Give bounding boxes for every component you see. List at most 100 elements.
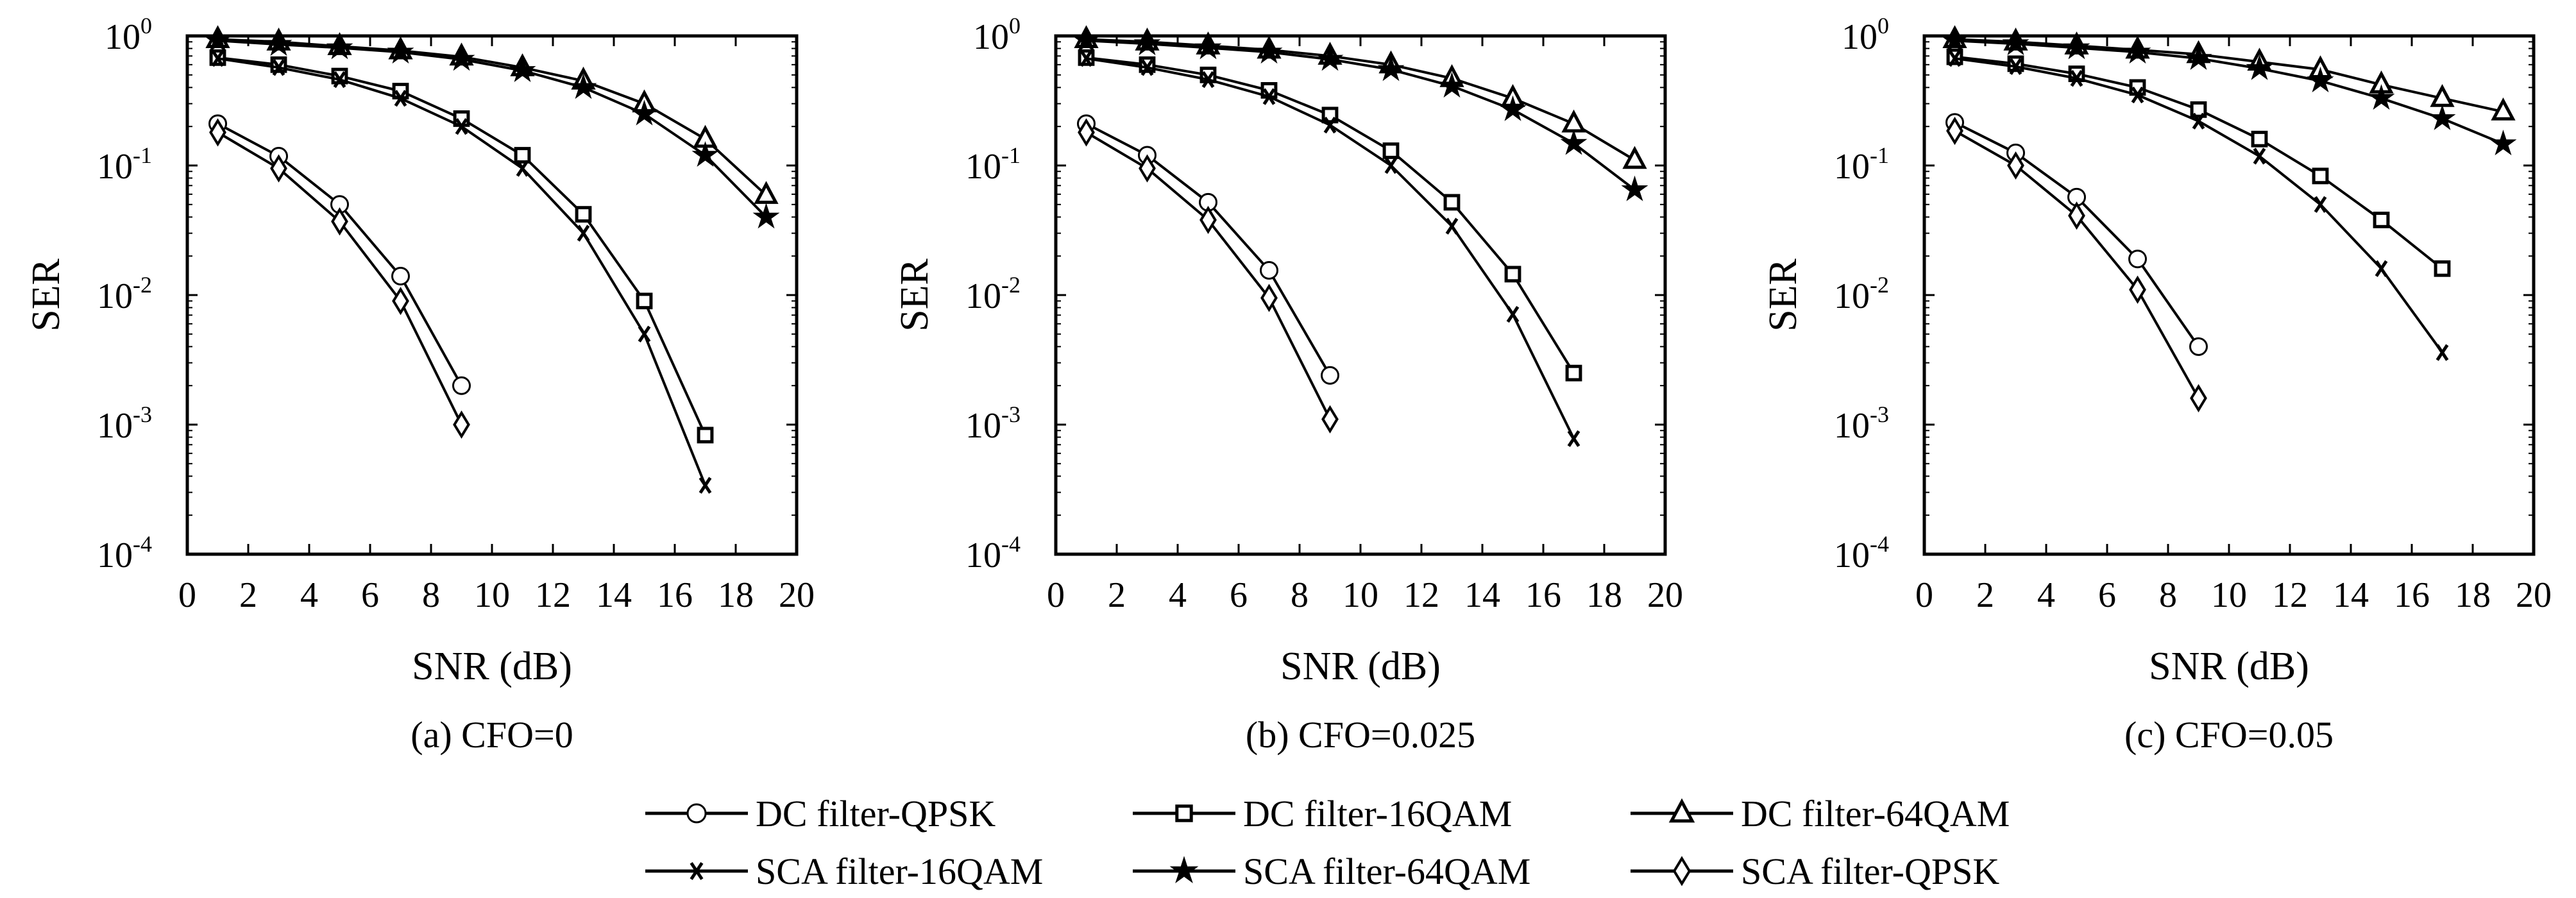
diamond-marker-shape: [270, 154, 287, 183]
diamond-marker: [1260, 284, 1278, 312]
y-tick-label: 10-4: [1834, 531, 1889, 575]
y-tick-exponent: -3: [1001, 402, 1021, 427]
x-tick-label: 2: [239, 575, 257, 615]
y-tick-exponent: 0: [140, 13, 152, 38]
x-marker: [272, 59, 285, 76]
series-sca-filter-qpsk: [209, 118, 470, 439]
y-tick-label: 100: [1842, 13, 1889, 57]
x-marker-stroke: [455, 118, 468, 135]
star-marker-shape: [326, 33, 353, 60]
series-line: [1954, 39, 2504, 146]
star-marker-shape: [1316, 45, 1344, 71]
star-marker-shape: [2124, 38, 2151, 64]
x-marker: [1080, 50, 1093, 67]
square-marker: [514, 147, 531, 164]
diamond-marker: [1078, 118, 1095, 147]
square-marker: [1443, 194, 1461, 211]
circle-marker-shape: [452, 376, 471, 395]
x-marker: [2375, 260, 2388, 277]
x-tick-label: 10: [474, 575, 510, 615]
diamond-marker: [392, 287, 409, 316]
circle-marker-shape: [2189, 337, 2208, 356]
star-marker: [1560, 129, 1588, 155]
square-marker-shape: [2312, 167, 2329, 185]
x-marker-stroke: [1445, 217, 1459, 235]
star-marker-shape: [631, 99, 658, 126]
diamond-marker-shape: [1946, 116, 1963, 146]
x-marker: [333, 71, 346, 89]
star-marker: [691, 140, 719, 167]
x-marker: [2070, 70, 2083, 87]
star-marker-shape: [509, 56, 536, 82]
x-marker-stroke: [2253, 148, 2266, 165]
diamond-marker-shape: [1672, 856, 1691, 886]
diamond-marker-shape: [2190, 384, 2207, 412]
circle-marker-shape: [1321, 366, 1339, 385]
star-marker-shape: [204, 26, 232, 53]
x-marker-stroke: [1948, 50, 1962, 67]
series-line: [1086, 38, 1636, 162]
star-marker: [1941, 26, 1969, 53]
series-line: [1954, 121, 2200, 348]
legend-label: DC filter-64QAM: [1741, 793, 2010, 834]
x-tick-label: 20: [779, 575, 815, 615]
y-tick-exponent: -2: [1870, 272, 1889, 298]
x-marker: [690, 862, 704, 880]
x-tick-label: 6: [1230, 575, 1248, 615]
diamond-marker-shape: [1078, 118, 1095, 147]
circle-marker: [2189, 337, 2208, 356]
legend-entry: SCA filter-QPSK: [1631, 851, 1999, 892]
star-marker-shape: [2307, 66, 2334, 92]
circle-marker: [2128, 250, 2147, 269]
x-marker-stroke: [333, 71, 346, 89]
square-marker-shape: [1504, 266, 1521, 283]
subfigure-caption: (c) CFO=0.05: [2124, 714, 2334, 756]
x-marker: [1506, 305, 1520, 323]
x-marker-stroke: [2192, 112, 2205, 130]
diamond-marker-shape: [1321, 405, 1339, 434]
star-marker: [204, 26, 232, 53]
diamond-marker: [2129, 275, 2146, 304]
star-marker-shape: [2489, 130, 2517, 156]
legend-label: SCA filter-16QAM: [756, 851, 1043, 892]
diamond-marker-shape: [2068, 201, 2085, 230]
x-tick-label: 8: [2159, 575, 2177, 615]
x-marker-stroke: [1384, 157, 1398, 174]
diamond-marker-shape: [331, 207, 348, 236]
x-marker-stroke: [1140, 59, 1154, 76]
circle-marker: [452, 376, 471, 395]
y-axis-label: SER: [893, 258, 936, 332]
x-marker-stroke: [638, 325, 651, 343]
y-tick-exponent: -2: [1001, 272, 1021, 298]
chart-panel-a: 100 10-1 10-2 10-3 10-4 0 2 4 6 8 10 12 14 16 18 20 SER S…: [24, 13, 815, 756]
y-tick-label: 100: [973, 13, 1021, 57]
diamond-marker-shape: [1260, 284, 1278, 312]
star-marker-shape: [1941, 26, 1969, 53]
diamond-marker: [1139, 154, 1156, 183]
legend-label: DC filter-QPSK: [756, 793, 996, 834]
legend-label: SCA filter-64QAM: [1243, 851, 1530, 892]
x-marker-stroke: [1567, 430, 1580, 447]
x-marker-stroke: [1201, 71, 1215, 89]
x-marker: [211, 50, 225, 67]
x-tick-label: 16: [657, 575, 693, 615]
x-marker: [577, 224, 590, 242]
x-marker: [1262, 88, 1276, 105]
square-marker-shape: [697, 427, 714, 444]
square-marker-shape: [1443, 194, 1461, 211]
x-marker: [2436, 344, 2449, 361]
series-line: [217, 39, 767, 218]
x-tick-label: 4: [1169, 575, 1187, 615]
square-marker: [575, 206, 592, 223]
circle-marker-shape: [391, 266, 410, 285]
series-sca-filter-64qam: [1941, 26, 2517, 156]
diamond-marker-shape: [1199, 205, 1217, 234]
diamond-marker: [270, 154, 287, 183]
star-marker: [1194, 33, 1222, 60]
square-marker-shape: [2190, 101, 2207, 118]
star-marker: [1255, 38, 1283, 64]
star-marker-shape: [1169, 856, 1199, 884]
star-marker-shape: [1438, 72, 1466, 98]
subfigure-caption: (a) CFO=0: [411, 714, 573, 756]
star-marker: [1621, 175, 1648, 201]
